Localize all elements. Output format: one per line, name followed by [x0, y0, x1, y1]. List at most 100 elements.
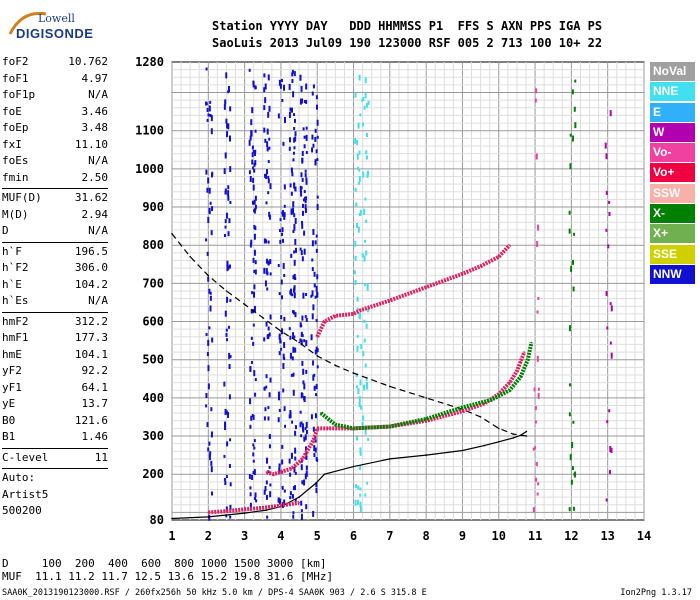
noise-dot	[207, 339, 210, 346]
noise-dot	[250, 119, 253, 126]
noise-dot	[537, 296, 540, 300]
x-tick-label: 7	[386, 529, 393, 543]
noise-dot	[277, 417, 280, 423]
noise-dot	[359, 465, 362, 471]
noise-dot	[300, 186, 303, 190]
noise-dot	[283, 84, 286, 91]
noise-dot	[315, 104, 318, 110]
noise-dot	[264, 97, 267, 104]
noise-dot	[358, 168, 361, 172]
param-value: 4.97	[81, 71, 109, 85]
noise-dot	[207, 365, 210, 372]
param-value: 196.5	[74, 244, 108, 258]
noise-dot	[252, 471, 255, 475]
noise-dot	[207, 113, 210, 117]
noise-dot	[359, 505, 362, 512]
noise-dot	[571, 135, 574, 142]
noise-dot	[608, 409, 611, 413]
noise-dot	[227, 265, 230, 270]
noise-dot	[283, 342, 286, 349]
noise-dot	[206, 422, 209, 428]
noise-dot	[303, 190, 306, 194]
noise-dot	[301, 223, 304, 229]
trace-point	[352, 313, 355, 315]
noise-dot	[291, 293, 294, 297]
noise-dot	[359, 209, 362, 216]
noise-dot	[208, 210, 211, 215]
param-value: 104.1	[74, 347, 108, 361]
noise-dot	[357, 122, 360, 129]
noise-dot	[266, 515, 269, 519]
noise-dot	[314, 435, 317, 440]
noise-dot	[303, 100, 306, 104]
noise-dot	[250, 336, 253, 340]
noise-dot	[210, 431, 213, 438]
param-row: yF1 64.1	[2, 381, 108, 398]
noise-dot	[252, 257, 255, 263]
noise-dot	[254, 497, 257, 501]
noise-dot	[228, 264, 231, 269]
noise-dot	[302, 198, 305, 202]
noise-dot	[227, 411, 230, 418]
noise-dot	[305, 151, 308, 155]
noise-dot	[357, 485, 360, 490]
noise-dot	[293, 118, 296, 123]
footer-row1: D 100 200 400 600 800 1000 1500 3000 [km…	[2, 557, 327, 570]
noise-dot	[225, 475, 228, 479]
noise-dot	[301, 150, 304, 156]
noise-dot	[363, 105, 366, 110]
noise-dot	[249, 486, 252, 490]
noise-dot	[360, 405, 363, 410]
noise-dot	[223, 381, 226, 387]
trace-point	[425, 286, 428, 289]
noise-dot	[253, 249, 256, 256]
noise-dot	[305, 430, 308, 435]
noise-dot	[605, 290, 608, 296]
noise-dot	[313, 453, 316, 458]
noise-dot	[293, 223, 296, 228]
noise-dot	[293, 292, 296, 299]
noise-dot	[303, 248, 306, 255]
param-row: foE 3.46	[2, 105, 108, 122]
noise-dot	[209, 295, 212, 301]
noise-dot	[249, 424, 252, 429]
noise-dot	[205, 332, 208, 336]
y-tick-label: 800	[142, 238, 164, 252]
noise-dot	[315, 384, 318, 390]
trace-point	[425, 418, 428, 420]
noise-dot	[303, 436, 306, 442]
noise-dot	[362, 415, 365, 421]
trace-point	[512, 437, 515, 439]
trace-point	[291, 467, 293, 470]
noise-dot	[300, 464, 303, 471]
param-label: hmF2	[2, 314, 29, 328]
noise-dot	[277, 395, 280, 401]
noise-dot	[279, 338, 282, 344]
noise-dot	[281, 232, 284, 236]
noise-dot	[534, 98, 537, 103]
noise-dot	[253, 269, 256, 273]
noise-dot	[305, 504, 308, 510]
noise-dot	[291, 172, 294, 177]
param-label: foEs	[2, 154, 29, 167]
noise-dot	[294, 136, 297, 142]
noise-dot	[224, 219, 227, 224]
param-row: yE 13.7	[2, 397, 108, 414]
noise-dot	[358, 150, 361, 155]
noise-dot	[210, 230, 213, 236]
noise-dot	[263, 127, 266, 133]
noise-dot	[303, 383, 306, 390]
noise-dot	[362, 351, 365, 357]
noise-dot	[363, 208, 366, 215]
noise-dot	[229, 200, 232, 204]
noise-dot	[315, 482, 318, 488]
noise-dot	[263, 105, 266, 111]
trace-point	[312, 439, 315, 441]
trace-point	[508, 389, 511, 392]
noise-dot	[294, 217, 297, 224]
trace-point	[280, 471, 282, 473]
x-tick-label: 2	[205, 529, 212, 543]
noise-dot	[361, 421, 364, 428]
noise-dot	[354, 255, 357, 261]
noise-dot	[292, 346, 295, 353]
